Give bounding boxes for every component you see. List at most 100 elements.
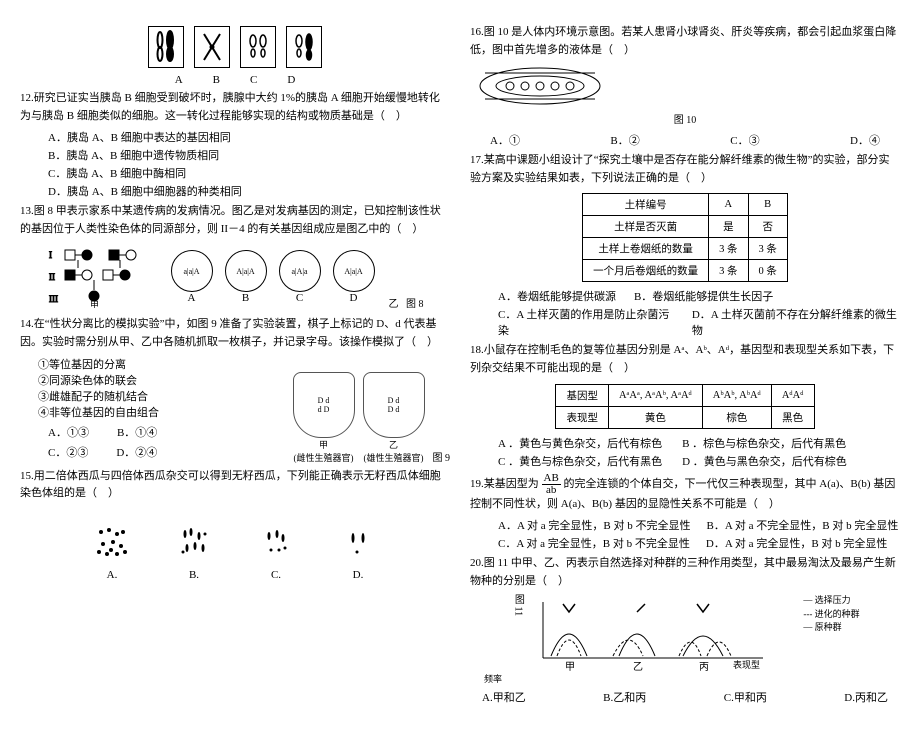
q20-legend: — 选择压力 --- 进化的种群 — 原种群 [803, 594, 859, 635]
svg-text:表现型: 表现型 [733, 659, 760, 670]
q17-table: 土样编号 A B 土样是否灭菌 是 否 土样上卷烟纸的数量 3 条 3 条 一个… [582, 193, 788, 282]
chrom-set-icon [168, 517, 220, 569]
chrom-set-icon [250, 517, 302, 569]
opt: A．卷烟纸能够提供碳源 [498, 288, 616, 304]
q13-circle: a|A|a [279, 250, 321, 292]
td: 0 条 [748, 260, 787, 282]
q13-circle: A|a|A [333, 250, 375, 292]
frac-bot: ab [542, 485, 561, 496]
opt: D．A 对 a 完全显性，B 对 b 完全显性 [706, 535, 888, 551]
opt: A ．黄色与黄色杂交，后代有棕色 [498, 435, 662, 451]
q13-circles: a|a|A A A|a|A B a|A|a C A|a|A D [171, 250, 375, 304]
q15-label: C. [250, 569, 302, 581]
svg-text:I: I [49, 250, 52, 260]
q20-ylab: 频率 [470, 672, 900, 685]
td: 3 条 [709, 238, 748, 260]
opt: A．A 对 a 完全显性，B 对 b 不完全显性 [498, 517, 691, 533]
left-column: A B C D 12.研究已证实当胰岛 B 细胞受到破坏时，胰腺中大约 1%的胰… [20, 20, 450, 709]
fig8-caption: 图 8 [406, 299, 424, 310]
q13-yi: 乙 [389, 299, 399, 310]
td: AᵈAᵈ [771, 384, 814, 406]
q12-opt: D．胰岛 A、B 细胞中细胞器的种类相同 [48, 183, 450, 199]
chr-label: C [250, 74, 257, 86]
chr-fig-c [240, 26, 276, 68]
selection-chart-icon: 甲 乙 丙 表现型 [533, 594, 773, 672]
chr-fig-b [194, 26, 230, 68]
q13-fig-row: I II III 甲 a|a|A [20, 244, 450, 310]
q14-stem: 14.在“性状分离比的模拟实验”中，如图 9 准备了实验装置，棋子上标记的 D、… [20, 316, 450, 351]
fig11-label: 图 11 [510, 594, 525, 616]
q20-stem: 20.图 11 中甲、乙、丙表示自然选择对种群的三种作用类型，其中最易淘汰及最易… [470, 555, 900, 590]
td: 一个月后卷烟纸的数量 [583, 260, 709, 282]
opt: B．A 对 a 不完全显性，B 对 b 完全显性 [707, 517, 899, 533]
q18-opts: A ．黄色与黄色杂交，后代有棕色 B ．棕色与棕色杂交，后代有黑色 C ．黄色与棕… [470, 435, 900, 469]
opt: B ．棕色与棕色杂交，后代有黑色 [682, 435, 846, 451]
chr-label: D [287, 74, 295, 86]
bag-label: (雄性生殖器官) [363, 451, 425, 464]
fig10-caption: 图 10 [470, 111, 900, 126]
th: 土样编号 [583, 194, 709, 216]
opt: C．A 土样灭菌的作用是防止杂菌污染 [498, 306, 674, 338]
td: 3 条 [709, 260, 748, 282]
q14-item: ①等位基因的分离 [20, 356, 285, 372]
chromosome-row [20, 26, 450, 68]
chr-label: B [213, 74, 220, 86]
q17-stem: 17.某高中课题小组设计了“探究土壤中是否存在能分解纤维素的微生物”的实验，部分… [470, 152, 900, 187]
q15-circles: A. B. C. D. [20, 517, 450, 581]
q16-opt: B．② [610, 132, 639, 148]
q16-opt: C．③ [730, 132, 759, 148]
legend-item: 选择压力 [815, 595, 851, 605]
legend-item: 进化的种群 [815, 609, 860, 619]
opt: B．卷烟纸能够提供生长因子 [634, 288, 773, 304]
q14-opt: A．①③ [48, 424, 89, 440]
svg-text:甲: 甲 [565, 662, 575, 672]
pedigree-icon: I II III 甲 [47, 246, 157, 308]
td: 表现型 [556, 406, 609, 428]
freq-label: 频率 [484, 674, 502, 684]
fig9-caption: 图 9 [433, 449, 451, 464]
q12-opt: B．胰岛 A、B 细胞中遗传物质相同 [48, 147, 450, 163]
td: 土样是否灭菌 [583, 216, 709, 238]
circle-label: A [171, 292, 213, 304]
q16-stem: 16.图 10 是人体内环境示意图。若某人患肾小球肾炎、肝炎等疾病，都会引起血浆… [470, 24, 900, 59]
q12-stem: 12.研究已证实当胰岛 B 细胞受到破坏时，胰腺中大约 1%的胰岛 A 细胞开始… [20, 90, 450, 125]
circle-label: B [225, 292, 267, 304]
q15-label: A. [86, 569, 138, 581]
q14-opts-row2: C．②③ D．②④ [20, 444, 285, 460]
opt: D ．黄色与黑色杂交，后代有棕色 [682, 453, 847, 469]
td: 黑色 [771, 406, 814, 428]
circle-label: D [333, 292, 375, 304]
opt: C ．黄色与棕色杂交，后代有黑色 [498, 453, 662, 469]
td: AᵃAᵃ, AᵃAᵇ, AᵃAᵈ [608, 384, 702, 406]
td: 黄色 [608, 406, 702, 428]
q20-opts: A.甲和乙 B.乙和丙 C.甲和丙 D.丙和乙 [470, 689, 900, 705]
svg-text:丙: 丙 [699, 662, 709, 672]
q19-pre: 19.某基因型为 [470, 478, 542, 490]
q19-opts: A．A 对 a 完全显性，B 对 b 不完全显性 B．A 对 a 不完全显性，B … [470, 517, 900, 551]
right-column: 16.图 10 是人体内环境示意图。若某人患肾小球肾炎、肝炎等疾病，都会引起血浆… [470, 20, 900, 709]
td: 3 条 [748, 238, 787, 260]
td: 棕色 [702, 406, 771, 428]
chr-labels: A B C D [20, 74, 450, 86]
q16-fig: 图 10 [470, 63, 900, 126]
chrom-set-icon [86, 517, 138, 569]
q20-opt: C.甲和丙 [724, 689, 767, 705]
q14-opt: D．②④ [116, 444, 157, 460]
q14-item: ③雌雄配子的随机结合 [20, 388, 285, 404]
q16-opts: A．① B．② C．③ D．④ [470, 132, 900, 148]
chr-fig-a [148, 26, 184, 68]
q18-stem: 18.小鼠存在控制毛色的复等位基因分别是 Aᵃ、Aᵇ、Aᵈ，基因型和表现型关系如… [470, 342, 900, 377]
q14-body: ①等位基因的分离 ②同源染色体的联会 ③雌雄配子的随机结合 ④非等位基因的自由组… [20, 356, 450, 464]
td: 土样上卷烟纸的数量 [583, 238, 709, 260]
td: 基因型 [556, 384, 609, 406]
q20-opt: D.丙和乙 [844, 689, 888, 705]
bag-mark: 乙 [363, 438, 425, 451]
td: 是 [709, 216, 748, 238]
q19-stem: 19.某基因型为 AB ab 的完全连锁的个体自交，下一代仅三种表现型，其中 A… [470, 473, 900, 514]
opt: C．A 对 a 完全显性，B 对 b 不完全显性 [498, 535, 690, 551]
q12-opt: C．胰岛 A、B 细胞中酶相同 [48, 165, 450, 181]
q14-opts-row1: A．①③ B．①④ [20, 424, 285, 440]
q14-item: ④非等位基因的自由组合 [20, 404, 285, 420]
q14-item: ②同源染色体的联会 [20, 372, 285, 388]
q17-opts: A．卷烟纸能够提供碳源 B．卷烟纸能够提供生长因子 C．A 土样灭菌的作用是防止杂… [470, 288, 900, 338]
